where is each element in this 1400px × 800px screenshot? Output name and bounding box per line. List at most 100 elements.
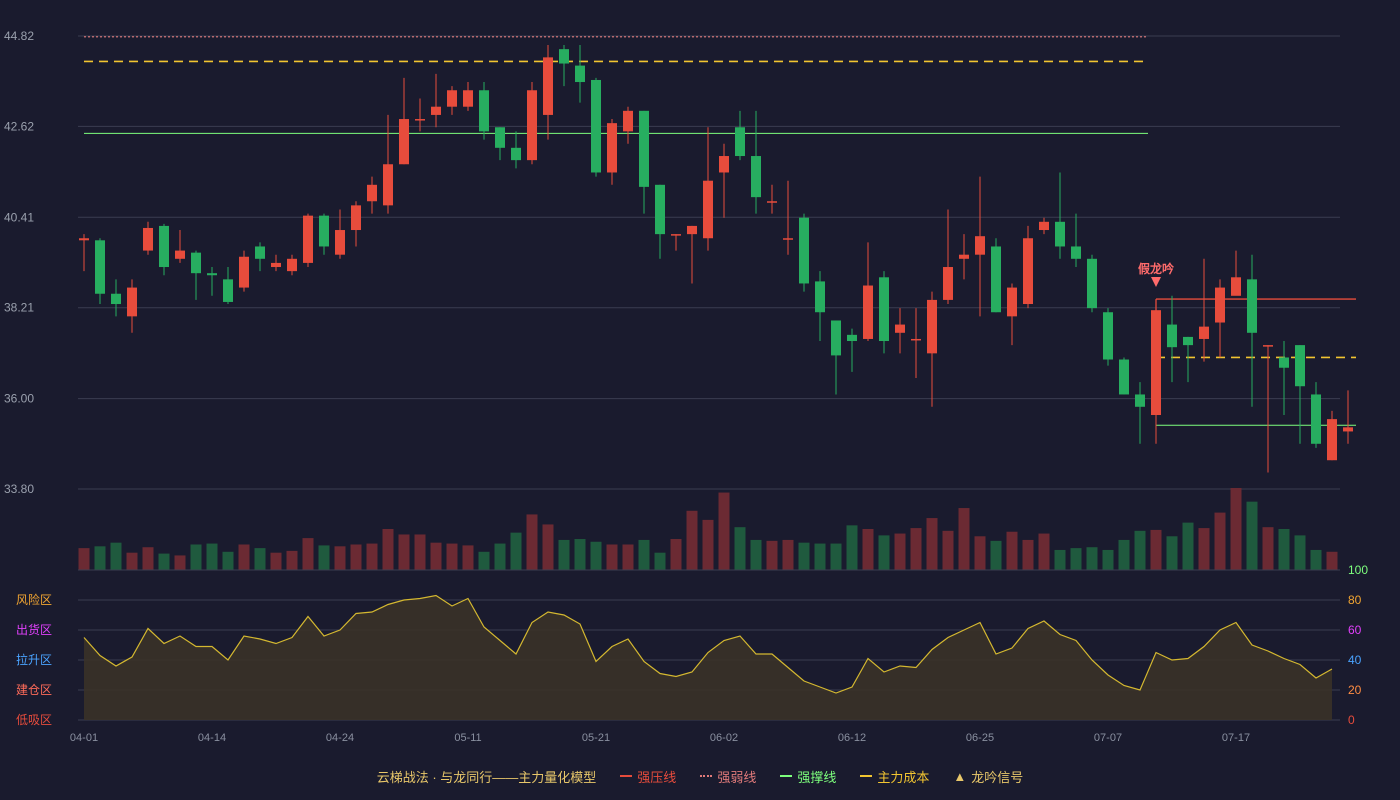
candle-body (911, 338, 921, 341)
legend-strong-weak[interactable]: 强弱线 (700, 767, 756, 786)
volume-bar (286, 550, 298, 570)
volume-bar (222, 551, 234, 570)
volume-bar (1150, 529, 1162, 570)
candle-body (1087, 258, 1097, 309)
candle-body (1199, 326, 1209, 339)
volume-bar (1262, 527, 1274, 570)
candle-body (783, 238, 793, 240)
legend-strong-pressure[interactable]: 强压线 (620, 767, 676, 786)
level-lines (84, 36, 1356, 426)
zone-label: 风险区 (16, 592, 52, 607)
candle-body (591, 79, 601, 173)
volume-bar (574, 539, 586, 570)
indicator-tick-label: 80 (1348, 593, 1362, 607)
candle-body (1279, 357, 1289, 368)
legend-dragon-signal[interactable]: ▲ 龙吟信号 (953, 767, 1023, 786)
candle-body (751, 156, 761, 198)
volume-bar (766, 540, 778, 570)
candle-body (815, 281, 825, 313)
volume-bar (126, 552, 138, 570)
volume-bar (382, 529, 394, 570)
candle-body (1263, 345, 1273, 347)
candle-body (1295, 345, 1305, 387)
legend-label: 龙吟信号 (971, 769, 1024, 785)
candle-body (335, 230, 345, 255)
candle-body (1151, 310, 1161, 416)
candle-body (447, 90, 457, 107)
volume-bar (558, 539, 570, 570)
candle-body (1007, 287, 1017, 317)
volume-bar (1102, 549, 1114, 570)
volume-bar (254, 548, 266, 570)
candle-body (415, 119, 425, 121)
volume-bar (718, 492, 730, 570)
date-tick-label: 04-24 (326, 732, 354, 744)
signal-label: 假龙吟 (1138, 261, 1174, 276)
volume-bar (702, 519, 714, 570)
candle-body (159, 225, 169, 268)
triangle-icon: ▲ (953, 768, 967, 784)
candle-body (623, 110, 633, 132)
stock-chart: 44.82 42.62 40.41 38.21 36.00 33.80 100 80 60 40… (4, 29, 1368, 744)
volume-bar (174, 555, 186, 570)
candle-body (127, 287, 137, 317)
volume-bar (1118, 539, 1130, 570)
legend-main-cost[interactable]: 主力成本 (860, 767, 929, 786)
volume-bar (1278, 529, 1290, 570)
price-axis-labels: 44.82 42.62 40.41 38.21 36.00 33.80 (4, 29, 34, 496)
legend-label: 强弱线 (717, 769, 757, 785)
volume-bar (862, 529, 874, 570)
volume-bar (1294, 535, 1306, 570)
candle-body (1231, 277, 1241, 296)
volume-bar (798, 542, 810, 570)
volume-bar (366, 543, 378, 570)
volume-bar (302, 538, 314, 570)
date-axis-labels: 04-01 04-14 04-24 05-11 05-21 06-02 06-12 06-25… (70, 732, 1250, 744)
price-tick-label: 40.41 (4, 210, 34, 224)
volume-bar (350, 544, 362, 570)
zone-label: 出货区 (16, 622, 52, 637)
candle-body (319, 215, 329, 247)
legend-title: 云梯战法 · 与龙同行——主力量化模型 (377, 767, 597, 786)
volume-bar (462, 545, 474, 570)
zone-label: 低吸区 (16, 713, 52, 727)
volume-bar (1230, 488, 1242, 570)
candle-body (367, 184, 377, 202)
date-tick-label: 06-02 (710, 732, 738, 744)
candle-body (879, 277, 889, 342)
candle-body (239, 256, 249, 288)
candle-body (463, 90, 473, 107)
legend-strong-support[interactable]: 强撑线 (780, 767, 836, 786)
candle-body (1311, 394, 1321, 444)
candle-body (767, 201, 777, 203)
volume-bar (1070, 548, 1082, 570)
volume-bar (1214, 512, 1226, 570)
legend: 云梯战法 · 与龙同行——主力量化模型 强压线 强弱线 强撑线 主力成本 ▲ 龙… (0, 764, 1400, 788)
volume-bar (446, 543, 458, 570)
candle-body (1183, 336, 1193, 346)
zone-label: 建仓区 (16, 683, 52, 697)
volume-bar (1006, 531, 1018, 570)
candle-body (399, 119, 409, 165)
candle-body (143, 227, 153, 251)
volume-bar (334, 546, 346, 570)
volume-bar (1054, 549, 1066, 570)
candle-body (383, 164, 393, 206)
candle-body (671, 234, 681, 236)
volume-bar (526, 514, 538, 570)
candle-body (223, 279, 233, 302)
candle-body (271, 262, 281, 268)
volume-bar (206, 543, 218, 570)
candle-body (479, 90, 489, 132)
volume-bar (1086, 547, 1098, 570)
candle-body (1071, 246, 1081, 259)
volume-bar (110, 542, 122, 570)
price-tick-label: 33.80 (4, 482, 34, 496)
volume-bar (1198, 528, 1210, 570)
legend-title-text: 云梯战法 · 与龙同行——主力量化模型 (376, 769, 597, 785)
candle-body (1327, 419, 1337, 461)
price-tick-label: 44.82 (4, 29, 34, 43)
volume-bar (670, 539, 682, 570)
candle-body (895, 324, 905, 333)
price-tick-label: 38.21 (4, 301, 34, 315)
